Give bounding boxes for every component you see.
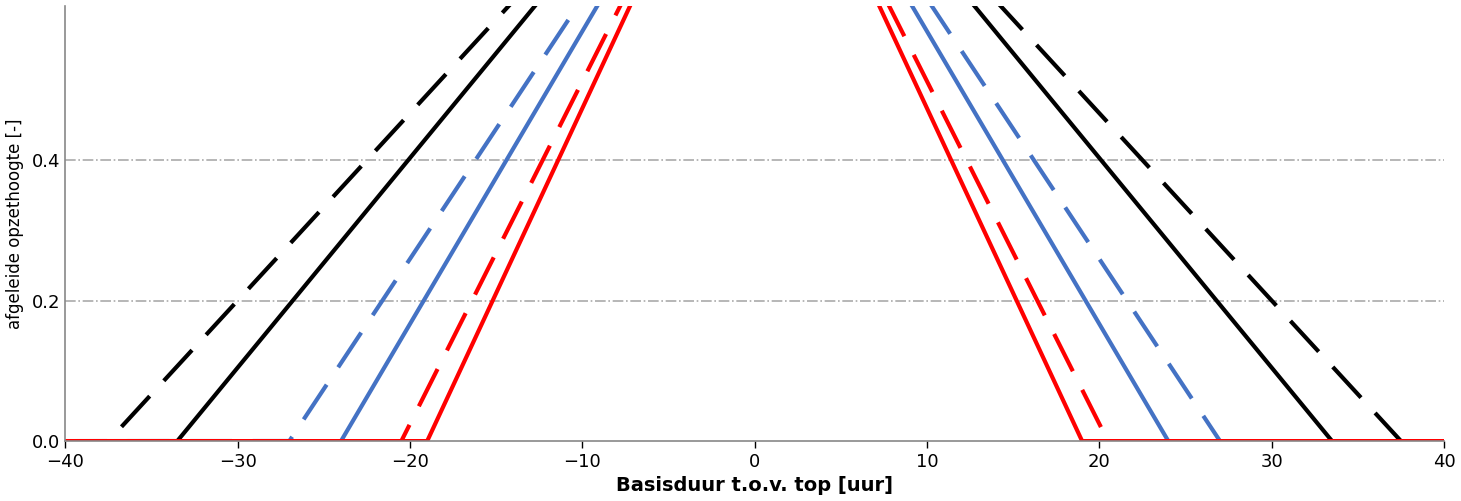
Y-axis label: afgeleide opzethoogte [-]: afgeleide opzethoogte [-] bbox=[6, 118, 23, 329]
X-axis label: Basisduur t.o.v. top [uur]: Basisduur t.o.v. top [uur] bbox=[617, 476, 893, 495]
